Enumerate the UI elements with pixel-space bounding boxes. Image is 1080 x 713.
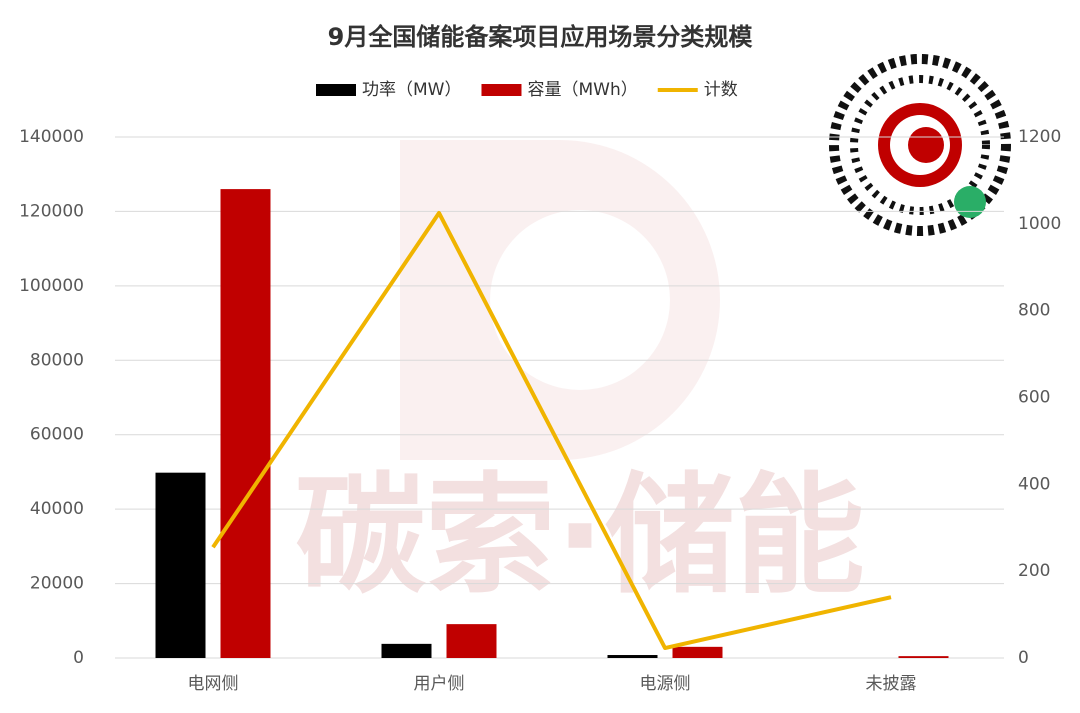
chart-title: 9月全国储能备案项目应用场景分类规模 (328, 23, 754, 51)
x-tick-label: 未披露 (866, 674, 917, 694)
y-tick-label: 60000 (30, 425, 84, 445)
bar (381, 643, 432, 658)
y2-tick-label: 1200 (1018, 127, 1061, 147)
bar (898, 656, 949, 658)
line (211, 210, 892, 651)
x-tick-label: 电源侧 (640, 674, 691, 694)
legend-swatch (316, 84, 356, 96)
y2-tick-label: 800 (1018, 301, 1050, 321)
legend-label: 功率（MW） (362, 80, 461, 100)
legend-swatch (481, 84, 522, 96)
bar (607, 655, 658, 658)
bar (220, 189, 271, 658)
bar (155, 472, 206, 658)
y-tick-label: 0 (73, 648, 84, 668)
y2-tick-label: 200 (1018, 561, 1050, 581)
legend-label: 容量（MWh） (527, 80, 637, 100)
watermark-logo (400, 140, 720, 460)
y-tick-label: 40000 (30, 499, 84, 519)
y-tick-label: 100000 (19, 276, 84, 296)
legend-label: 计数 (704, 80, 738, 100)
y-tick-label: 120000 (19, 201, 84, 221)
y-tick-label: 80000 (30, 350, 84, 370)
y2-tick-label: 600 (1018, 388, 1050, 408)
bar (672, 646, 723, 658)
y-tick-label: 20000 (30, 574, 84, 594)
x-tick-label: 电网侧 (188, 674, 239, 694)
y2-tick-label: 400 (1018, 474, 1050, 494)
bar (446, 624, 497, 658)
qr-code (829, 54, 1011, 236)
y-tick-label: 140000 (19, 127, 84, 147)
y2-tick-label: 1000 (1018, 214, 1061, 234)
y2-tick-label: 0 (1018, 648, 1029, 668)
x-tick-label: 用户侧 (414, 674, 465, 694)
